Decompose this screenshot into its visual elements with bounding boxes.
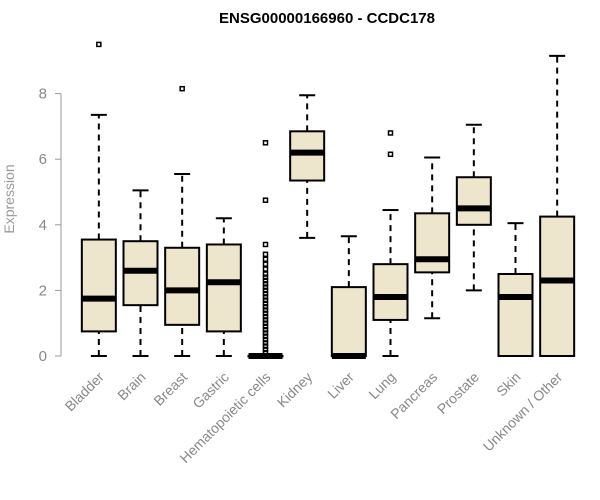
y-tick-label: 8 <box>39 86 47 103</box>
box-group <box>414 156 451 320</box>
y-tick-label: 4 <box>39 217 47 234</box>
x-tick-label: Breast <box>150 369 190 409</box>
box-group <box>122 189 159 357</box>
outlier-point <box>96 41 102 48</box>
outlier-point <box>387 151 394 158</box>
x-tick-label: Brain <box>114 369 148 403</box>
outlier-point <box>387 130 394 136</box>
outlier-point <box>262 349 269 356</box>
y-tick-label: 2 <box>39 282 47 299</box>
x-tick-label: Liver <box>324 369 357 402</box>
box-iqr <box>289 130 326 182</box>
y-tick-label: 6 <box>39 151 47 168</box>
box-iqr <box>330 286 367 357</box>
y-tick-label: 0 <box>39 348 47 365</box>
box-group <box>330 235 367 359</box>
box-group <box>539 54 576 357</box>
box-iqr <box>205 243 242 333</box>
x-tick-label: Skin <box>493 369 524 400</box>
box-iqr <box>372 263 409 321</box>
outlier-point <box>179 85 185 92</box>
box-group <box>80 41 117 357</box>
box-group <box>497 222 534 357</box>
outlier-point <box>262 256 269 262</box>
box-group <box>372 130 409 357</box>
y-axis-label: Expression <box>1 164 17 233</box>
box-iqr <box>539 215 576 357</box>
outlier-point <box>262 197 269 203</box>
outlier-point <box>262 261 269 267</box>
outlier-point <box>262 140 269 146</box>
x-tick-label: Unknown / Other <box>480 369 566 455</box>
box-iqr <box>80 238 117 333</box>
chart-title: ENSG00000166960 - CCDC178 <box>219 10 435 27</box>
x-tick-label: Bladder <box>62 369 108 415</box>
x-tick-label: Kidney <box>274 369 316 411</box>
box-iqr <box>164 246 201 326</box>
x-tick-label: Prostate <box>434 369 482 417</box>
box-group <box>455 123 492 292</box>
box-iqr <box>414 212 451 274</box>
box-group <box>205 217 242 357</box>
boxes-group <box>80 41 576 359</box>
box-group <box>247 140 284 359</box>
x-tick-label: Lung <box>365 369 398 402</box>
box-iqr <box>497 273 534 357</box>
outlier-point <box>262 241 269 248</box>
box-group <box>164 85 201 357</box>
outlier-point <box>262 266 269 272</box>
outlier-point <box>262 251 269 258</box>
y-axis: 0 2 4 6 8 <box>39 86 62 365</box>
box-group <box>289 94 326 239</box>
box-iqr <box>455 176 492 226</box>
